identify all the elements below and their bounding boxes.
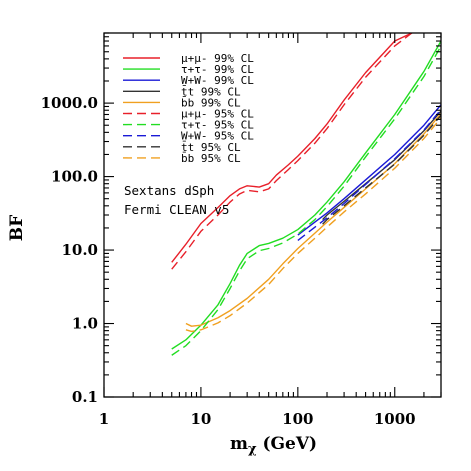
x-axis-title: mχ (GeV) [230,434,317,457]
series-line-8 [297,108,441,242]
y-tick-label: 0.1 [72,388,98,406]
annotation-block: Sextans dSph Fermi CLEAN v5 [124,183,229,217]
y-axis-title: BF [7,215,27,241]
x-tick-label: 1000 [374,410,416,428]
series-layer [171,33,441,356]
x-tick-label: 10 [190,410,211,428]
series-line-1 [171,33,413,263]
x-tick-label: 1 [99,410,109,428]
legend: μ+μ- 99% CLτ+τ- 99% CLW+W- 99% CLt̄t 99%… [123,52,254,165]
y-tick-label: 10.0 [61,241,98,259]
legend-label-9: t̄t 95% CL [181,140,241,153]
y-tick-label: 1000.0 [41,94,98,112]
series-line-2 [171,40,441,350]
legend-label-2: τ+τ- 99% CL [181,63,254,76]
legend-label-7: τ+τ- 95% CL [181,119,254,132]
series-line-9 [322,114,441,225]
legend-label-5: b̄b 99% CL [181,96,241,109]
series-line-7 [171,45,441,356]
legend-label-8: W+W- 95% CL [181,130,254,143]
tick-labels-layer: 1 10 100 1000 0.1 1.0 10.0 100.0 1000.0 [41,94,416,428]
series-line-10 [185,117,441,333]
y-tick-label: 1.0 [72,315,98,333]
ticks-layer [103,32,442,398]
annotation-target: Sextans dSph [124,183,214,198]
legend-label-6: μ+μ- 95% CL [181,108,254,121]
annotation-dataset: Fermi CLEAN v5 [124,202,229,217]
legend-label-3: W+W- 99% CL [181,74,254,87]
series-line-3 [297,104,441,236]
x-tick-label: 100 [282,410,313,428]
legend-label-10: b̄b 95% CL [181,152,241,165]
legend-label-1: μ+μ- 99% CL [181,52,254,65]
legend-label-4: t̄t 99% CL [181,85,241,98]
y-tick-label: 100.0 [51,168,98,186]
